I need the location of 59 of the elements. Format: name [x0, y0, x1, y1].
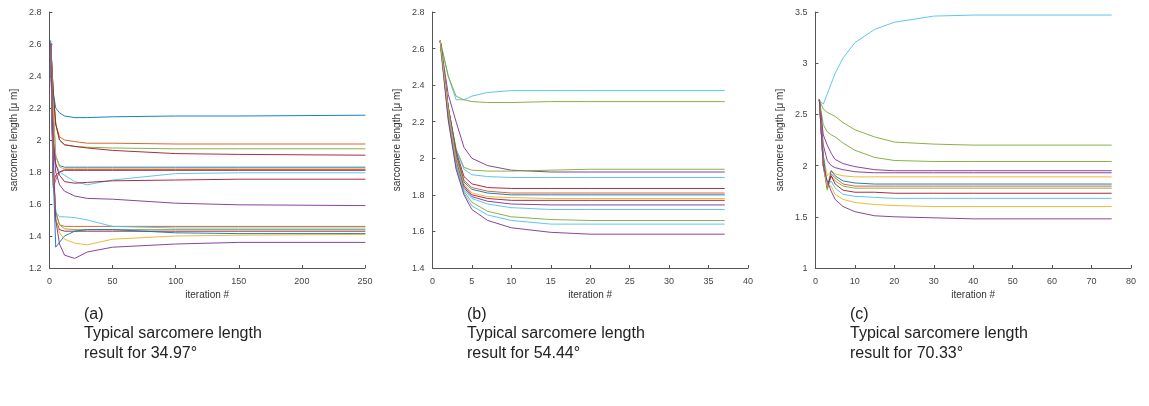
x-tick-label: 200 — [294, 275, 310, 286]
y-tick-label: 1.6 — [411, 226, 425, 237]
x-tick-label: 50 — [1007, 275, 1018, 286]
x-tick-label: 0 — [429, 275, 435, 286]
text: (a) — [84, 304, 104, 322]
x-axis-title: iteration # — [951, 289, 996, 301]
x-tick-label: 5 — [469, 275, 475, 286]
y-tick-label: 1.8 — [28, 167, 42, 177]
text: (c) — [850, 304, 869, 322]
y-tick-label: 2 — [802, 160, 808, 171]
y-tick-label: 1.8 — [411, 189, 425, 200]
x-tick-label: 250 — [357, 275, 373, 286]
y-tick-label: 2.2 — [28, 103, 42, 113]
x-tick-label: 40 — [968, 275, 979, 286]
y-tick-label: 2 — [36, 135, 42, 145]
x-tick-label: 0 — [812, 275, 818, 286]
y-tick-label: 1.6 — [28, 199, 42, 209]
y-tick-label: 2.4 — [28, 71, 42, 81]
x-tick-label: 0 — [46, 275, 52, 286]
x-tick-label: 10 — [849, 275, 860, 286]
x-tick-label: 40 — [742, 275, 754, 286]
y-tick-label: 3.5 — [794, 7, 808, 17]
text: Typical sarcomere length result for 54.44° — [467, 323, 650, 361]
x-tick-label: 30 — [664, 275, 675, 286]
x-tick-label: 25 — [624, 275, 635, 286]
y-tick-label: 1.2 — [28, 263, 42, 273]
x-tick-label: 150 — [231, 275, 247, 286]
x-tick-label: 20 — [889, 275, 900, 286]
x-tick-label: 80 — [1125, 275, 1137, 286]
y-tick-label: 3 — [802, 58, 808, 69]
x-tick-label: 35 — [703, 275, 714, 286]
y-tick-label: 1.5 — [794, 211, 808, 222]
x-tick-label: 100 — [168, 275, 184, 286]
y-tick-label: 2.5 — [794, 109, 808, 120]
y-tick-label: 2.8 — [28, 7, 42, 17]
x-tick-label: 10 — [506, 275, 517, 286]
text: (b) — [467, 304, 487, 322]
y-tick-label: 2 — [419, 153, 425, 164]
x-tick-label: 20 — [585, 275, 596, 286]
x-tick-label: 60 — [1047, 275, 1058, 286]
y-tick-label: 2.4 — [411, 80, 425, 91]
y-axis-title: sarcomere length [μ m] — [390, 88, 402, 192]
x-tick-label: 30 — [928, 275, 939, 286]
y-tick-label: 2.8 — [411, 7, 425, 17]
x-axis-title: iteration # — [185, 289, 230, 301]
x-axis-title: iteration # — [568, 289, 613, 301]
y-tick-label: 2.6 — [28, 39, 42, 49]
x-tick-label: 70 — [1086, 275, 1097, 286]
y-tick-label: 2.2 — [411, 116, 425, 127]
y-tick-label: 1 — [802, 263, 808, 273]
y-tick-label: 1.4 — [28, 231, 42, 241]
y-axis-title: sarcomere length [μ m] — [7, 88, 19, 192]
x-tick-label: 15 — [545, 275, 556, 286]
y-tick-label: 1.4 — [411, 263, 425, 273]
text: Typical sarcomere length result for 34.97° — [84, 323, 267, 361]
y-axis-title: sarcomere length [μ m] — [773, 88, 785, 192]
text: Typical sarcomere length result for 70.33° — [850, 323, 1033, 361]
x-tick-label: 50 — [107, 275, 118, 286]
y-tick-label: 2.6 — [411, 43, 425, 54]
